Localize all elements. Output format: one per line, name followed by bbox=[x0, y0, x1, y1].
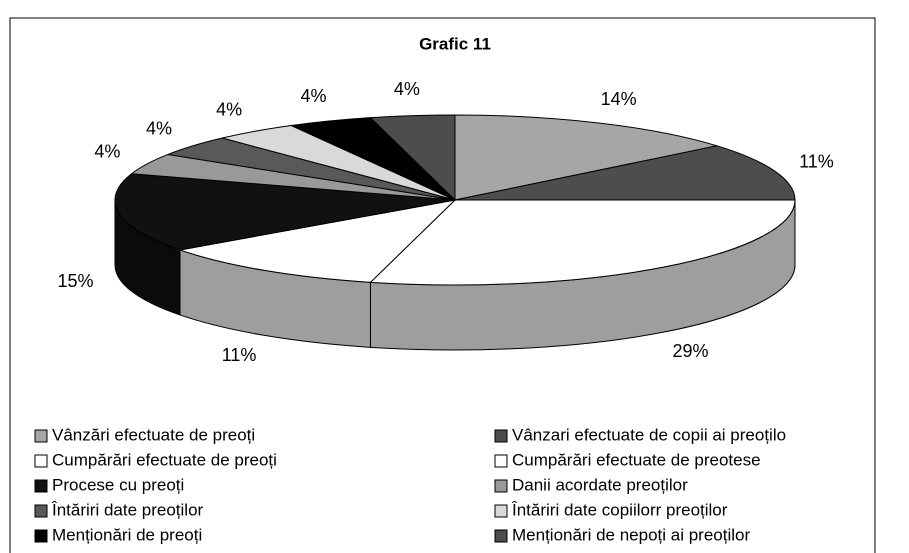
legend-swatch bbox=[494, 529, 508, 543]
legend-swatch bbox=[494, 429, 508, 443]
slice bbox=[369, 114, 456, 202]
data-label: 29% bbox=[672, 341, 708, 361]
data-label: 4% bbox=[94, 142, 120, 162]
slice bbox=[177, 199, 457, 283]
legend-swatch bbox=[34, 479, 48, 493]
legend-label: Menționări de nepoți ai preoților bbox=[512, 525, 750, 544]
legend-swatch bbox=[34, 454, 48, 468]
data-label: 4% bbox=[394, 79, 420, 99]
slice bbox=[454, 145, 796, 201]
legend-swatch bbox=[494, 504, 508, 518]
data-label: 15% bbox=[58, 271, 94, 291]
legend-label: Danii acordate preoților bbox=[512, 475, 688, 494]
data-label: 14% bbox=[601, 89, 637, 109]
data-label: 11% bbox=[799, 151, 834, 171]
legend-swatch bbox=[494, 479, 508, 493]
legend-label: Vânzări efectuate de preoți bbox=[52, 425, 255, 444]
legend-label: Cumpărări efectuate de preotese bbox=[512, 450, 761, 469]
legend-swatch bbox=[494, 454, 508, 468]
data-label: 4% bbox=[146, 118, 172, 138]
legend-label: Întăriri date preoților bbox=[51, 500, 204, 519]
legend-swatch bbox=[34, 429, 48, 443]
data-label: 4% bbox=[301, 86, 327, 106]
legend-label: Întăriri date copiilorr preoților bbox=[511, 500, 728, 519]
legend-label: Vânzari efectuate de copii ai preoțilo bbox=[512, 425, 786, 444]
legend-swatch bbox=[34, 504, 48, 518]
legend-swatch bbox=[34, 529, 48, 543]
slice bbox=[114, 173, 456, 251]
legend-label: Procese cu preoți bbox=[52, 475, 184, 494]
chart-title: Grafic 11 bbox=[419, 34, 491, 53]
data-label: 4% bbox=[216, 99, 242, 119]
legend-label: Menționări de preoți bbox=[52, 525, 202, 544]
slice bbox=[369, 199, 796, 286]
slice bbox=[454, 114, 718, 201]
data-label: 11% bbox=[222, 345, 257, 365]
legend-label: Cumpărări efectuate de preoți bbox=[52, 450, 277, 469]
